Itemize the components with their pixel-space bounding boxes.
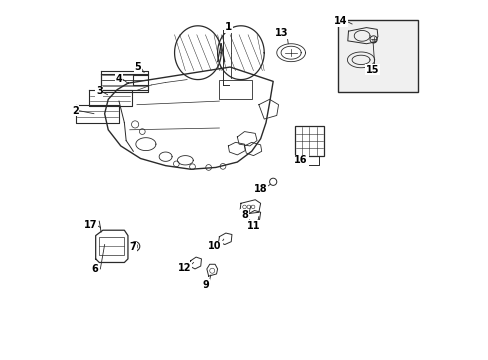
- Text: 17: 17: [84, 220, 98, 230]
- Text: 8: 8: [241, 210, 247, 220]
- Text: 1: 1: [224, 23, 231, 33]
- Text: 18: 18: [253, 184, 266, 194]
- Text: 14: 14: [333, 17, 346, 27]
- Text: 5: 5: [134, 62, 141, 72]
- Text: 16: 16: [294, 155, 307, 165]
- Text: 12: 12: [177, 263, 191, 273]
- Text: 10: 10: [208, 241, 222, 251]
- Text: 1: 1: [224, 22, 231, 32]
- Text: 7: 7: [129, 242, 136, 252]
- Bar: [294, 126, 324, 156]
- Text: 2: 2: [72, 106, 79, 116]
- Text: 6: 6: [91, 264, 98, 274]
- Bar: [99, 237, 124, 255]
- Bar: [219, 80, 251, 99]
- Bar: [337, 21, 418, 92]
- Text: 11: 11: [246, 221, 260, 231]
- Text: 15: 15: [366, 64, 379, 75]
- Text: 3: 3: [96, 86, 102, 96]
- Text: 13: 13: [275, 28, 288, 38]
- Text: 4: 4: [115, 74, 122, 84]
- Text: 9: 9: [202, 280, 209, 290]
